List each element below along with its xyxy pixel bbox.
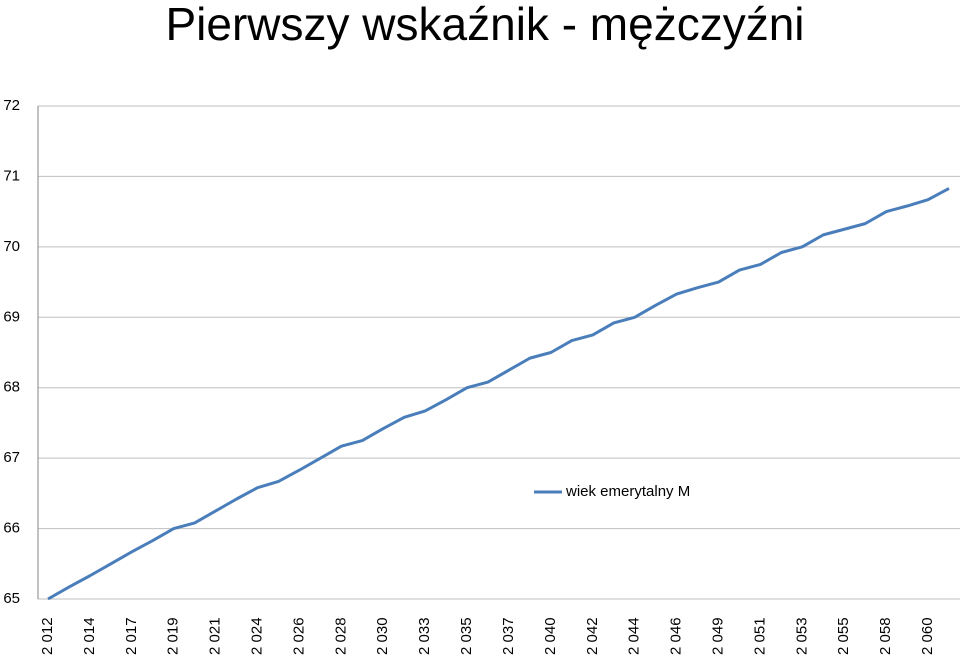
x-tick-label: 2 026 <box>290 617 307 655</box>
y-tick-label: 65 <box>3 590 20 607</box>
x-tick-label: 2 035 <box>458 617 475 655</box>
x-tick-label: 2 033 <box>416 617 433 655</box>
legend-label: wiek emerytalny M <box>565 483 690 500</box>
x-tick-label: 2 044 <box>626 617 643 655</box>
series-line <box>47 187 950 601</box>
x-tick-label: 2 030 <box>374 617 391 655</box>
y-tick-label: 71 <box>3 167 20 184</box>
chart-title: Pierwszy wskaźnik - mężczyźni <box>166 0 805 50</box>
x-tick-label: 2 014 <box>81 617 98 655</box>
x-tick-label: 2 024 <box>249 617 266 655</box>
x-tick-label: 2 037 <box>500 617 517 655</box>
y-tick-label: 72 <box>3 97 20 114</box>
x-tick-label: 2 053 <box>793 617 810 655</box>
y-tick-label: 70 <box>3 238 20 255</box>
x-tick-label: 2 046 <box>668 617 685 655</box>
y-tick-label: 67 <box>3 449 20 466</box>
x-tick-label: 2 058 <box>877 617 894 655</box>
x-tick-label: 2 012 <box>39 617 56 655</box>
y-tick-label: 68 <box>3 379 20 396</box>
x-tick-label: 2 042 <box>584 617 601 655</box>
x-tick-label: 2 040 <box>542 617 559 655</box>
x-tick-label: 2 017 <box>123 617 140 655</box>
x-tick-label: 2 021 <box>207 617 224 655</box>
x-tick-label: 2 019 <box>165 617 182 655</box>
x-tick-label: 2 060 <box>919 617 936 655</box>
x-tick-label: 2 049 <box>709 617 726 655</box>
y-tick-label: 66 <box>3 520 20 537</box>
x-tick-label: 2 055 <box>835 617 852 655</box>
y-tick-label: 69 <box>3 308 20 325</box>
x-tick-label: 2 028 <box>332 617 349 655</box>
x-tick-label: 2 051 <box>751 617 768 655</box>
